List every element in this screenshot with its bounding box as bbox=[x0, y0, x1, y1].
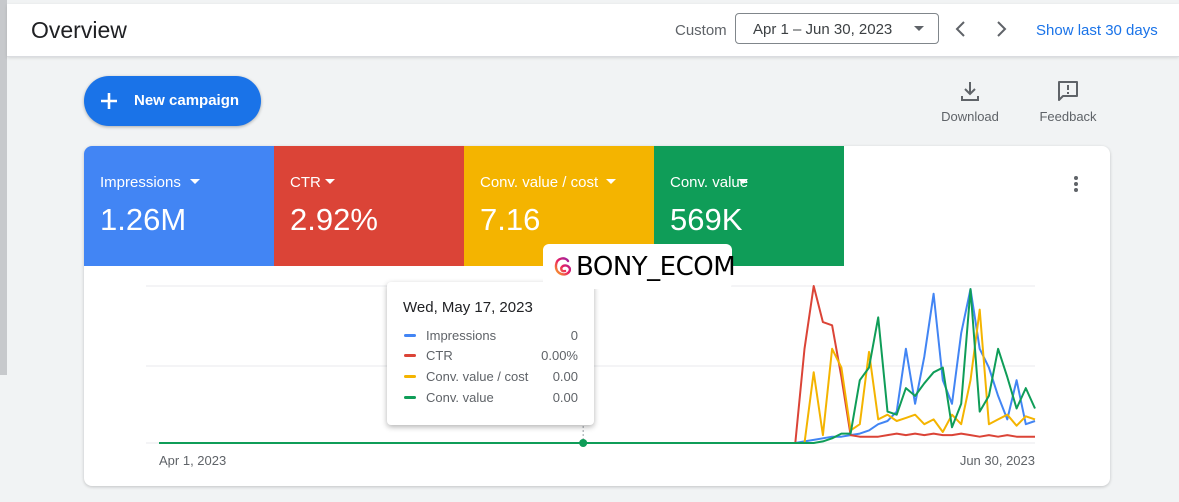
tooltip-row: CTR 0.00% bbox=[403, 348, 578, 364]
chevron-left-icon bbox=[955, 21, 965, 37]
dropdown-caret-icon bbox=[190, 179, 200, 184]
metric-ctr[interactable]: CTR 2.92% bbox=[274, 146, 464, 266]
new-campaign-label: New campaign bbox=[134, 92, 240, 109]
metric-label: Impressions bbox=[100, 174, 181, 191]
previous-period-button[interactable] bbox=[948, 14, 976, 44]
metric-label: Conv. value / cost bbox=[480, 174, 599, 191]
feedback-label: Feedback bbox=[1039, 109, 1097, 124]
tooltip-row: Conv. value 0.00 bbox=[403, 390, 578, 406]
performance-chart: Apr 1, 2023 Jun 30, 2023 bbox=[146, 285, 1036, 468]
watermark-text: BONY_ECOM bbox=[576, 252, 736, 282]
tooltip-series-name: Impressions bbox=[426, 328, 497, 343]
chart-tooltip: Wed, May 17, 2023 Impressions 0 CTR 0.00… bbox=[387, 282, 594, 425]
feedback-button[interactable]: Feedback bbox=[1028, 79, 1108, 125]
series-line-conv-value-cost bbox=[159, 308, 1036, 444]
next-period-button[interactable] bbox=[988, 14, 1016, 44]
window-edge bbox=[0, 0, 7, 375]
dropdown-caret-icon bbox=[738, 179, 748, 184]
tooltip-series-value: 0.00 bbox=[552, 369, 578, 384]
tooltip-series-name: Conv. value bbox=[426, 390, 494, 405]
series-line-conv-value bbox=[159, 288, 1036, 444]
date-range-select[interactable]: Apr 1 – Jun 30, 2023 bbox=[735, 13, 939, 44]
dropdown-caret-icon bbox=[914, 26, 924, 31]
download-label: Download bbox=[941, 109, 999, 124]
metric-value: 2.92% bbox=[290, 202, 378, 237]
metric-value: 1.26M bbox=[100, 202, 187, 237]
hover-point bbox=[579, 439, 588, 447]
plus-icon bbox=[101, 93, 117, 109]
series-swatch bbox=[404, 354, 416, 357]
new-campaign-button[interactable]: New campaign bbox=[84, 76, 261, 126]
x-axis-end-label: Jun 30, 2023 bbox=[960, 453, 1035, 468]
metric-label: Conv. value bbox=[670, 174, 749, 191]
tooltip-series-value: 0 bbox=[570, 328, 578, 343]
watermark: BONY_ECOM bbox=[543, 244, 736, 289]
top-bar: Overview Custom Apr 1 – Jun 30, 2023 Sho… bbox=[7, 4, 1179, 57]
x-axis-start-label: Apr 1, 2023 bbox=[159, 453, 226, 468]
dropdown-caret-icon bbox=[325, 179, 335, 184]
series-swatch bbox=[404, 396, 416, 399]
series-swatch bbox=[404, 375, 416, 378]
dropdown-caret-icon bbox=[606, 179, 616, 184]
metric-value: 569K bbox=[670, 202, 743, 237]
page-title: Overview bbox=[31, 17, 127, 43]
tooltip-series-value: 0.00 bbox=[552, 390, 578, 405]
show-last-30-days-link[interactable]: Show last 30 days bbox=[1036, 22, 1158, 39]
series-swatch bbox=[404, 334, 416, 337]
tooltip-row: Impressions 0 bbox=[403, 328, 578, 344]
download-button[interactable]: Download bbox=[930, 79, 1010, 125]
tooltip-series-name: Conv. value / cost bbox=[426, 369, 529, 384]
tooltip-row: Conv. value / cost 0.00 bbox=[403, 369, 578, 385]
metric-impressions[interactable]: Impressions 1.26M bbox=[84, 146, 274, 266]
metric-label: CTR bbox=[290, 174, 321, 191]
performance-card: Impressions 1.26M CTR 2.92% Conv. value … bbox=[84, 146, 1110, 486]
more-options-icon[interactable] bbox=[1066, 174, 1086, 194]
custom-label: Custom bbox=[675, 22, 727, 39]
tooltip-date: Wed, May 17, 2023 bbox=[403, 299, 533, 316]
tooltip-series-name: CTR bbox=[426, 348, 453, 363]
download-icon bbox=[961, 82, 979, 101]
date-range-value: Apr 1 – Jun 30, 2023 bbox=[753, 21, 893, 38]
tooltip-series-value: 0.00% bbox=[541, 348, 578, 363]
threads-logo-icon bbox=[554, 257, 572, 276]
chevron-right-icon bbox=[997, 21, 1007, 37]
feedback-icon bbox=[1058, 81, 1078, 101]
metric-value: 7.16 bbox=[480, 202, 541, 237]
